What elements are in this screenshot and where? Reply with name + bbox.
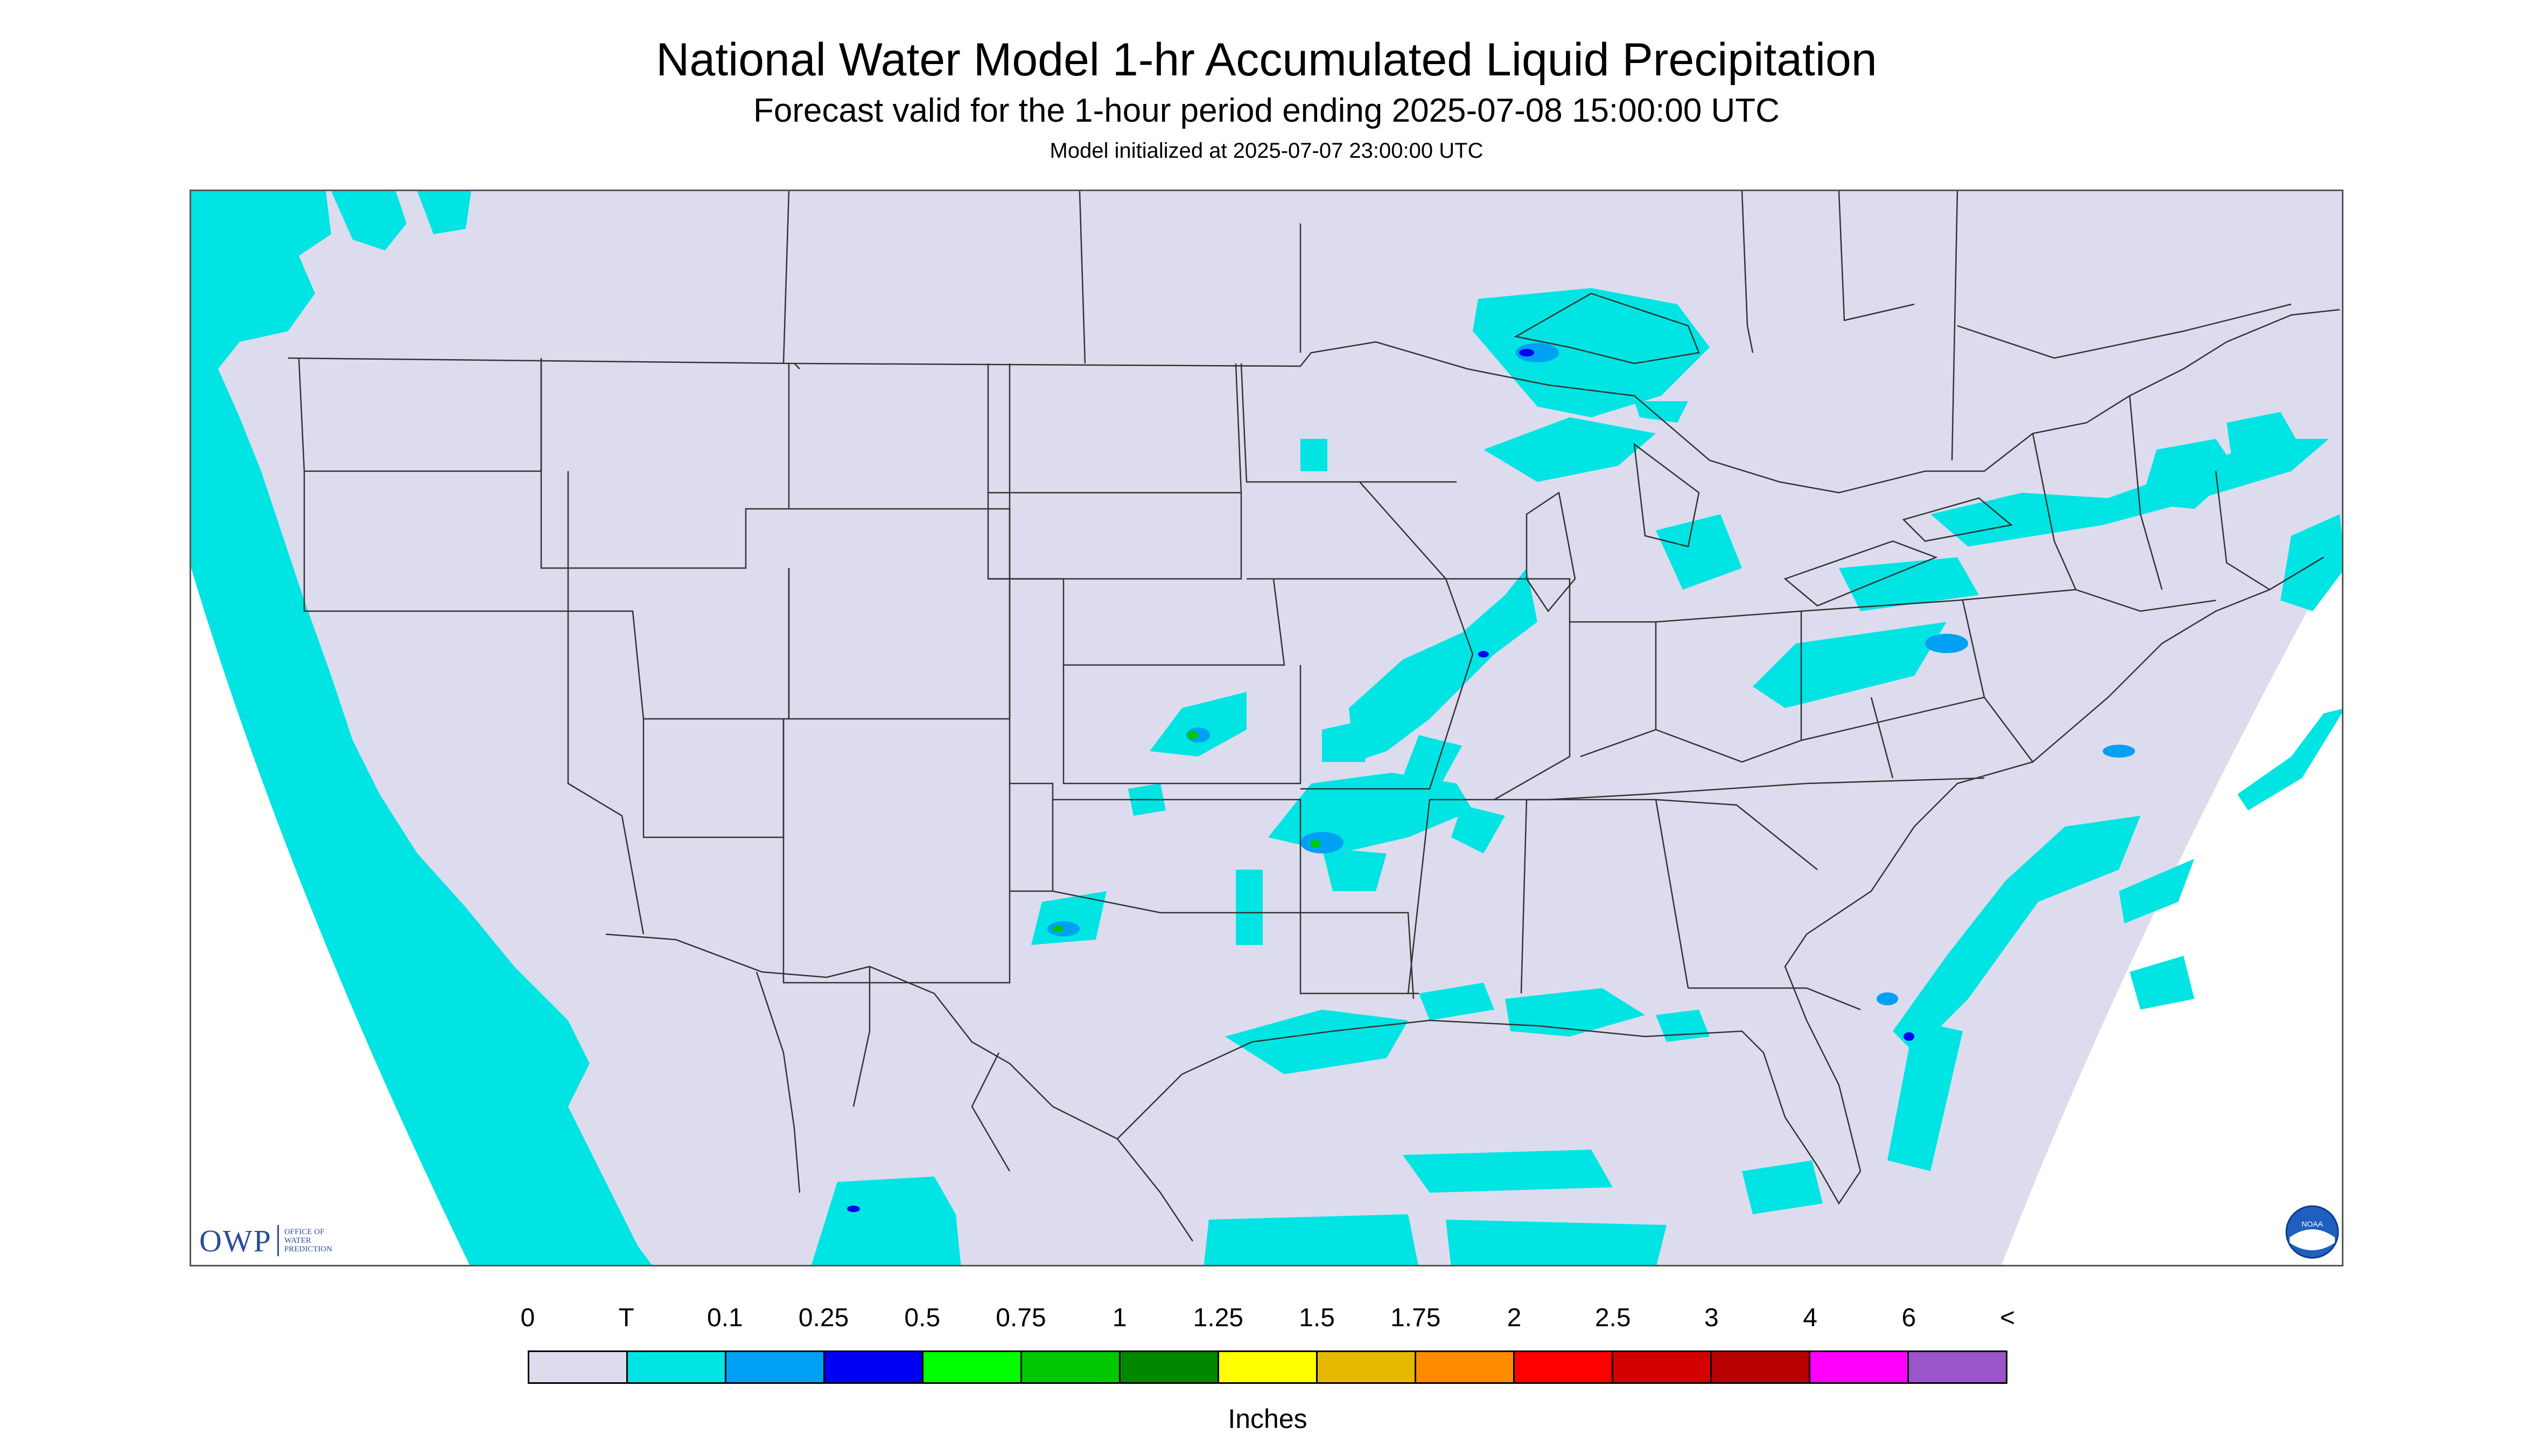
precip-heavy-cores: [847, 349, 1914, 1212]
legend-tick-label: 1.5: [1299, 1304, 1335, 1332]
legend-swatch: [1810, 1352, 1909, 1382]
owp-sub-line-3: PREDICTION: [284, 1245, 333, 1254]
precip-legend: 0 T 0.1 0.25 0.5 0.75 1 1.25 1.5 1.75 2 2.5 3 4 6 < Inc…: [521, 1291, 2015, 1434]
legend-tick-label: 0.25: [798, 1304, 849, 1332]
legend-tick-label: 2: [1507, 1304, 1522, 1332]
noaa-logo: NOAA: [2285, 1205, 2339, 1259]
legend-color-bar: [528, 1350, 2007, 1384]
legend-tick-label: 0.75: [996, 1304, 1046, 1332]
legend-units-label: Inches: [1228, 1404, 1307, 1434]
legend-tick-label: T: [618, 1304, 634, 1332]
legend-swatch: [1909, 1352, 2006, 1382]
legend-tick-label: 6: [1901, 1304, 1916, 1332]
legend-swatch: [1712, 1352, 1810, 1382]
precip-south: [811, 983, 1963, 1265]
legend-swatch: [1121, 1352, 1219, 1382]
owp-logo-text: OWP: [199, 1223, 272, 1258]
precip-midwest: [1031, 568, 1537, 945]
legend-tick-label: 3: [1704, 1304, 1719, 1332]
legend-swatch: [726, 1352, 825, 1382]
legend-tick-label: 4: [1803, 1304, 1817, 1332]
legend-swatch: [1416, 1352, 1515, 1382]
owp-logo-subtext: OFFICE OF WATER PREDICTION: [284, 1228, 332, 1254]
legend-swatch: [923, 1352, 1022, 1382]
forecast-valid-subtitle: Forecast valid for the 1-hour period end…: [753, 92, 1780, 129]
legend-swatch: [1613, 1352, 1712, 1382]
legend-swatch: [1318, 1352, 1416, 1382]
legend-tick-label: 1.25: [1193, 1304, 1244, 1332]
legend-tick-label: 0: [520, 1304, 535, 1332]
legend-tick-label: 1.75: [1390, 1304, 1441, 1332]
legend-tick-label: 2.5: [1594, 1304, 1631, 1332]
legend-swatch: [628, 1352, 726, 1382]
map-title: National Water Model 1-hr Accumulated Li…: [656, 34, 1877, 86]
legend-swatch: [825, 1352, 923, 1382]
map-canvas: [191, 191, 2342, 1265]
owp-logo: OWP OFFICE OF WATER PREDICTION: [199, 1223, 332, 1258]
legend-tick-label: 1: [1112, 1304, 1127, 1332]
owp-sub-line-1: OFFICE OF: [284, 1228, 325, 1236]
legend-swatch: [1219, 1352, 1318, 1382]
legend-swatch: [1515, 1352, 1613, 1382]
legend-tick-label: <: [1999, 1304, 2016, 1332]
political-borders: [288, 191, 2340, 1242]
legend-swatch: [529, 1352, 628, 1382]
precipitation-map: [190, 190, 2343, 1266]
noaa-logo-text: NOAA: [2301, 1220, 2323, 1228]
model-domain: [191, 191, 2342, 1265]
legend-tick-label: 0.5: [904, 1304, 941, 1332]
model-init-line: Model initialized at 2025-07-07 23:00:00…: [1049, 139, 1484, 163]
out-of-domain-east: [2002, 547, 2342, 1265]
legend-swatch: [1022, 1352, 1121, 1382]
precip-green-cores: [1053, 731, 1321, 932]
owp-sub-line-2: WATER: [284, 1236, 311, 1245]
precip-pacific: [191, 191, 652, 1265]
legend-tick-label: 0.1: [707, 1304, 743, 1332]
owp-logo-divider: [277, 1225, 279, 1256]
